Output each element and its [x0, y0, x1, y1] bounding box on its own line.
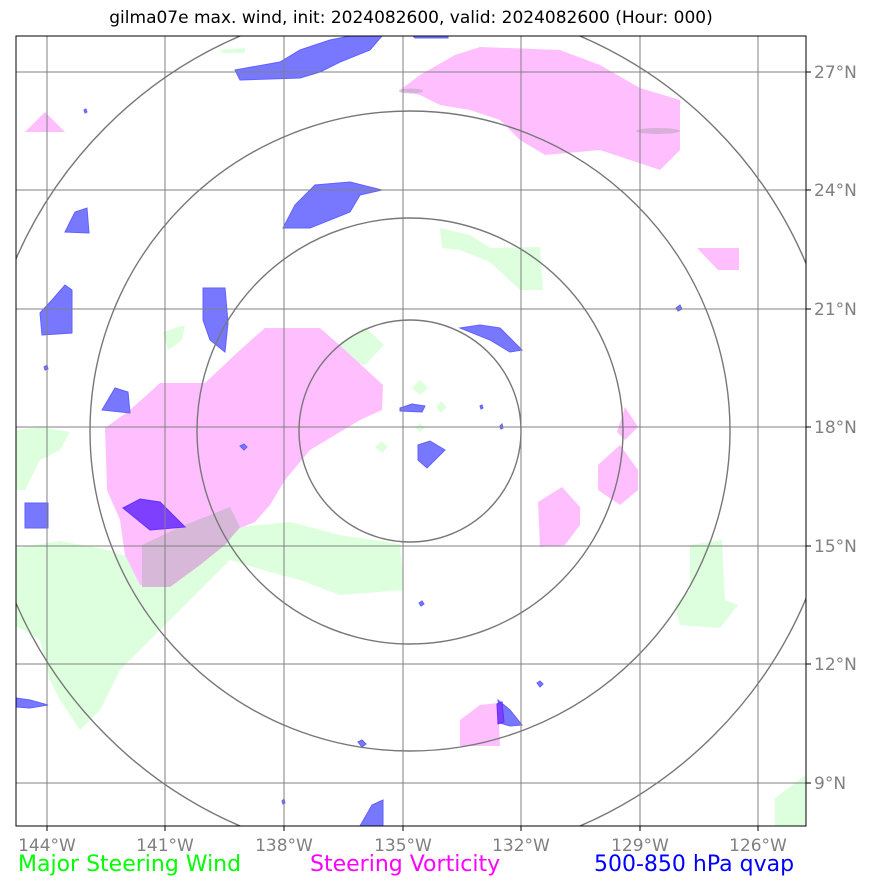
longitude-labels: 144°W 141°W 138°W 135°W 132°W 129°W 126°… — [18, 836, 787, 856]
map-frame — [15, 35, 807, 827]
lat-label: 27°N — [814, 63, 857, 83]
overlap-area — [142, 507, 240, 587]
graticule — [16, 36, 806, 826]
faint-streaks — [399, 88, 680, 134]
lon-label: 126°W — [729, 836, 787, 856]
legend-steering-vorticity: Steering Vorticity — [310, 852, 501, 877]
lat-label: 21°N — [814, 300, 857, 320]
latitude-labels: 27°N 24°N 21°N 18°N 15°N 12°N 9°N — [814, 63, 857, 794]
lon-label: 132°W — [492, 836, 550, 856]
legend-steering-wind: Major Steering Wind — [18, 852, 242, 877]
lon-label: 141°W — [136, 836, 194, 856]
tick-marks — [46, 71, 811, 831]
qvap-vorticity-overlap — [122, 498, 505, 725]
lon-label: 129°W — [611, 836, 669, 856]
steering-wind-areas — [16, 48, 806, 826]
lat-label: 12°N — [814, 655, 857, 675]
lat-label: 15°N — [814, 537, 857, 557]
map-title: gilma07e max. wind, init: 2024082600, va… — [109, 8, 713, 28]
lon-label: 138°W — [255, 836, 313, 856]
lon-label: 144°W — [18, 836, 76, 856]
legend-qvap: 500-850 hPa qvap — [594, 852, 795, 877]
lat-label: 9°N — [814, 774, 846, 794]
range-rings — [16, 36, 806, 826]
lat-label: 24°N — [814, 181, 857, 201]
lat-label: 18°N — [814, 418, 857, 438]
qvap-areas — [16, 36, 683, 826]
lon-label: 135°W — [374, 836, 432, 856]
